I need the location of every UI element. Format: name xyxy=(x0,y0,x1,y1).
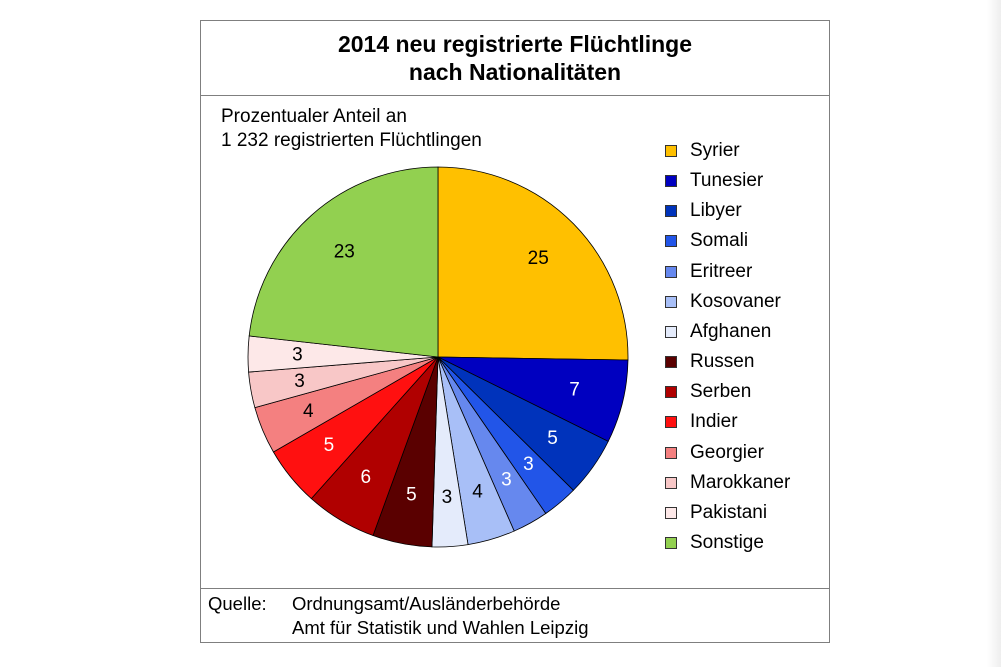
chart-title: 2014 neu registrierte Flüchtlinge nach N… xyxy=(201,21,829,96)
legend-label-syrier: Syrier xyxy=(690,140,740,161)
legend-label-libyer: Libyer xyxy=(690,200,742,222)
pie-slice-syrier xyxy=(437,166,629,361)
legend-swatch-georgier xyxy=(665,446,677,459)
legend-label-serben: Serben xyxy=(690,381,752,403)
pie-slice-sonstige xyxy=(248,166,439,358)
data-label-marokkaner: 3 xyxy=(294,371,305,392)
legend-label-afghanen: Afghanen xyxy=(690,320,772,342)
legend-label-sonstige: Sonstige xyxy=(690,531,764,553)
legend-label-pakistani: Pakistani xyxy=(690,501,768,523)
data-label-eritreer: 3 xyxy=(501,469,512,490)
legend-swatch-marokkaner xyxy=(665,476,677,489)
legend-item-georgier: Georgier xyxy=(665,438,825,468)
data-label-somali: 3 xyxy=(523,454,534,475)
chart-title-line-2: nach Nationalitäten xyxy=(408,59,622,85)
source-label: Quelle: xyxy=(208,593,267,614)
legend-item-pakistani: Pakistani xyxy=(665,498,825,528)
source-line-2: Amt für Statistik und Wahlen Leipzig xyxy=(292,617,589,638)
legend-swatch-eritreer xyxy=(665,265,677,278)
data-label-sonstige: 23 xyxy=(334,242,355,263)
data-label-pakistani: 3 xyxy=(292,344,303,365)
legend-label-russen: Russen xyxy=(690,351,755,373)
legend-swatch-afghanen xyxy=(665,325,677,338)
data-label-kosovaner: 4 xyxy=(472,481,483,502)
chart-subtitle-line-1: Prozentualer Anteil an xyxy=(221,106,407,127)
legend-item-russen: Russen xyxy=(665,347,825,377)
legend-label-georgier: Georgier xyxy=(690,441,764,463)
legend-item-sonstige: Sonstige xyxy=(665,528,825,558)
legend-item-serben: Serben xyxy=(665,377,825,407)
legend-item-marokkaner: Marokkaner xyxy=(665,468,825,498)
data-label-libyer: 5 xyxy=(547,428,558,449)
legend-swatch-kosovaner xyxy=(665,295,677,308)
legend-item-kosovaner: Kosovaner xyxy=(665,287,825,317)
legend-label-tunesier: Tunesier xyxy=(690,170,764,192)
legend-item-syrier: Syrier xyxy=(665,136,825,166)
legend-swatch-syrier xyxy=(665,145,677,157)
legend-swatch-serben xyxy=(665,386,677,399)
legend-swatch-indier xyxy=(665,416,677,429)
legend-item-indier: Indier xyxy=(665,407,825,437)
legend-swatch-pakistani xyxy=(665,506,677,519)
legend-label-eritreer: Eritreer xyxy=(690,260,753,282)
data-label-russen: 5 xyxy=(406,485,417,506)
legend-label-indier: Indier xyxy=(690,411,738,433)
legend-label-marokkaner: Marokkaner xyxy=(690,471,791,493)
chart-subtitle-line-2: 1 232 registrierten Flüchtlingen xyxy=(221,130,482,151)
legend-swatch-tunesier xyxy=(665,175,677,188)
legend-label-somali: Somali xyxy=(690,230,749,252)
data-label-serben: 6 xyxy=(361,467,372,488)
legend-swatch-sonstige xyxy=(665,536,677,549)
source-box: Quelle: Ordnungsamt/Ausländerbehörde Amt… xyxy=(201,588,829,642)
chart-title-line-1: 2014 neu registrierte Flüchtlinge xyxy=(337,31,693,57)
legend-swatch-somali xyxy=(665,235,677,248)
chart-subtitle: Prozentualer Anteil an 1 232 registriert… xyxy=(221,105,482,153)
data-label-tunesier: 7 xyxy=(569,380,580,401)
legend-swatch-russen xyxy=(665,356,677,369)
legend-label-kosovaner: Kosovaner xyxy=(690,290,781,312)
legend-item-afghanen: Afghanen xyxy=(665,317,825,347)
data-label-afghanen: 3 xyxy=(442,487,453,508)
legend-swatch-libyer xyxy=(665,205,677,218)
legend-item-eritreer: Eritreer xyxy=(665,257,825,287)
page-edge-shade xyxy=(987,0,1001,667)
legend-item-somali: Somali xyxy=(665,226,825,256)
source-line-1: Ordnungsamt/Ausländerbehörde xyxy=(292,593,561,614)
data-label-georgier: 4 xyxy=(303,401,314,422)
legend-item-libyer: Libyer xyxy=(665,196,825,226)
data-label-indier: 5 xyxy=(324,435,335,456)
legend-item-tunesier: Tunesier xyxy=(665,166,825,196)
data-label-syrier: 25 xyxy=(528,248,549,269)
